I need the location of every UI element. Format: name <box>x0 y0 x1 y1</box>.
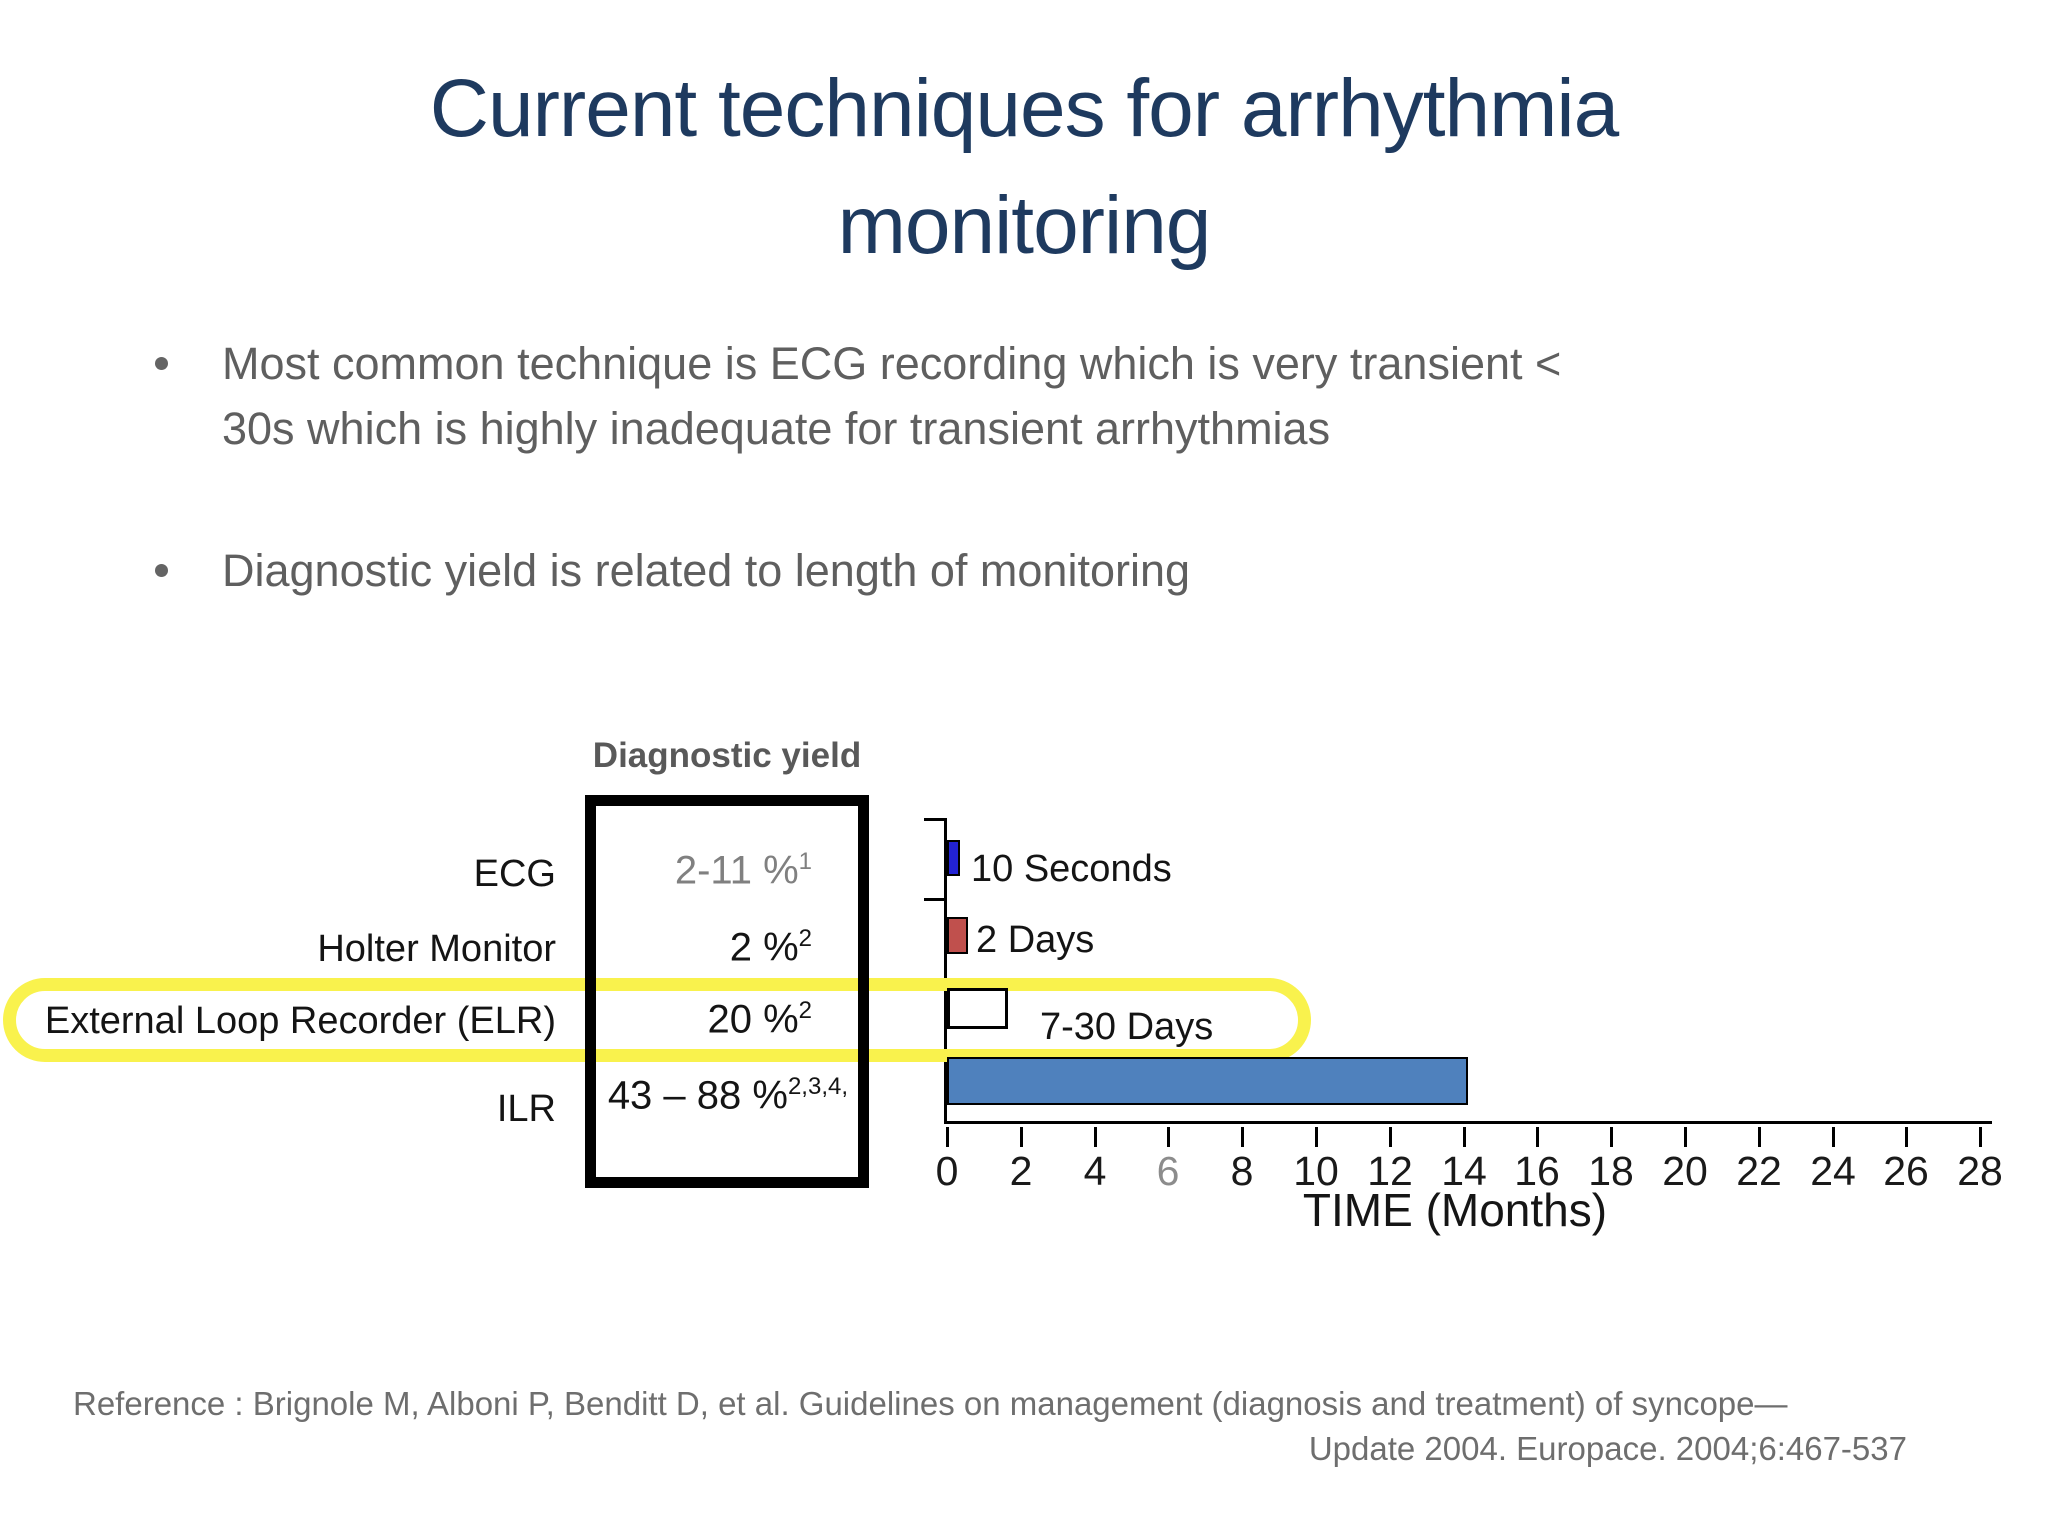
x-tick-label-20: 20 <box>1662 1148 1708 1194</box>
diagnostic-yield-box <box>585 795 869 1188</box>
x-tick-label-6: 6 <box>1156 1148 1180 1194</box>
yield-value-text: 43 – 88 % <box>607 1073 788 1118</box>
yield-value-3: 43 – 88 %2,3,4, <box>600 1061 848 1121</box>
category-axis-line <box>944 818 947 1124</box>
bullet-text-2: Diagnostic yield is related to length of… <box>222 538 1920 603</box>
x-axis-tick <box>1979 1127 1982 1147</box>
yield-value-superscript: 2 <box>798 925 812 952</box>
x-tick-label-12: 12 <box>1367 1148 1413 1194</box>
bullet-icon <box>155 564 168 577</box>
bullet-1-line-2: 30s which is highly inadequate for trans… <box>222 403 1331 454</box>
chart-bar-0 <box>947 840 960 876</box>
x-tick-label-22: 22 <box>1736 1148 1782 1194</box>
bullet-item-2: Diagnostic yield is related to length of… <box>0 538 1920 603</box>
x-axis-tick <box>1832 1127 1835 1147</box>
yield-value-text: 2-11 % <box>674 848 799 893</box>
bullet-1-line-1: Most common technique is ECG recording w… <box>222 338 1562 389</box>
x-tick-label-2: 2 <box>1009 1148 1033 1194</box>
bar-label-0: 10 Seconds <box>971 848 1172 890</box>
bar-label-2: 7-30 Days <box>1040 1006 1214 1048</box>
chart-bar-3 <box>947 1057 1468 1105</box>
x-axis-tick <box>1241 1127 1244 1147</box>
category-label-3: ILR <box>496 1088 556 1130</box>
yield-value-superscript: 2 <box>798 997 812 1024</box>
x-axis-tick <box>1094 1127 1097 1147</box>
x-axis-tick <box>1463 1127 1466 1147</box>
category-label-0: ECG <box>473 853 556 895</box>
yield-value-1: 2 %2 <box>600 913 812 973</box>
title-line-2: monitoring <box>837 180 1212 271</box>
x-axis-tick <box>1905 1127 1908 1147</box>
bullet-item-1: Most common technique is ECG recording w… <box>0 331 1920 461</box>
x-tick-label-16: 16 <box>1514 1148 1560 1194</box>
x-axis-label: TIME (Months) <box>1302 1184 1608 1236</box>
yield-value-2: 20 %2 <box>600 985 812 1045</box>
x-axis-tick <box>1536 1127 1539 1147</box>
x-tick-label-4: 4 <box>1083 1148 1107 1194</box>
x-tick-label-0: 0 <box>935 1148 959 1194</box>
yield-value-superscript: 2,3,4, <box>787 1073 848 1100</box>
yield-value-text: 2 % <box>729 925 799 970</box>
bar-label-1: 2 Days <box>976 919 1095 961</box>
x-axis-tick <box>1389 1127 1392 1147</box>
category-axis-tick <box>924 898 944 901</box>
chart-bar-1 <box>947 917 968 954</box>
x-tick-label-14: 14 <box>1441 1148 1487 1194</box>
yield-value-0: 2-11 %1 <box>600 836 812 896</box>
yield-value-superscript: 1 <box>798 848 812 875</box>
category-axis-tick <box>924 818 944 821</box>
category-label-1: Holter Monitor <box>317 928 556 970</box>
bullet-2-line-1: Diagnostic yield is related to length of… <box>222 545 1191 596</box>
x-tick-label-18: 18 <box>1588 1148 1634 1194</box>
x-axis-tick <box>1758 1127 1761 1147</box>
x-tick-label-10: 10 <box>1293 1148 1339 1194</box>
x-tick-label-8: 8 <box>1230 1148 1254 1194</box>
reference-line-2: Update 2004. Europace. 2004;6:467-537 <box>1308 1430 1907 1467</box>
bullet-text-1: Most common technique is ECG recording w… <box>222 331 1920 461</box>
x-tick-label-28: 28 <box>1957 1148 2003 1194</box>
x-axis-tick <box>946 1127 949 1147</box>
page-title: Current techniques for arrhythmia monito… <box>0 50 2048 284</box>
x-axis-tick <box>1610 1127 1613 1147</box>
reference: Reference : Brignole M, Alboni P, Bendit… <box>73 1381 1907 1471</box>
diagnostic-yield-header: Diagnostic yield <box>592 736 862 775</box>
x-tick-label-26: 26 <box>1883 1148 1929 1194</box>
x-axis-tick <box>1167 1127 1170 1147</box>
bullet-icon <box>155 357 168 370</box>
x-axis-line <box>944 1121 1992 1124</box>
reference-line-1: Reference : Brignole M, Alboni P, Bendit… <box>73 1385 1788 1422</box>
x-axis-tick <box>1684 1127 1687 1147</box>
x-tick-label-24: 24 <box>1810 1148 1856 1194</box>
title-line-1: Current techniques for arrhythmia <box>429 63 1619 154</box>
chart-bar-2 <box>947 988 1008 1029</box>
yield-value-text: 20 % <box>707 997 799 1042</box>
category-label-2: External Loop Recorder (ELR) <box>44 1000 556 1042</box>
x-axis-tick <box>1315 1127 1318 1147</box>
elr-row-highlight <box>3 978 1311 1062</box>
x-axis-tick <box>1020 1127 1023 1147</box>
